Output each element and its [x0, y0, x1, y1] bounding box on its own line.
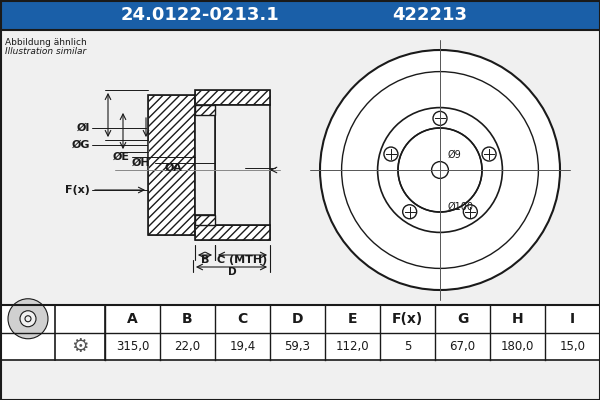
- Text: C (MTH): C (MTH): [217, 255, 267, 265]
- Text: Ø100: Ø100: [448, 202, 474, 212]
- Circle shape: [384, 147, 398, 161]
- Circle shape: [403, 205, 416, 219]
- Circle shape: [398, 128, 482, 212]
- Text: 59,3: 59,3: [284, 340, 311, 353]
- Circle shape: [463, 205, 478, 219]
- Circle shape: [8, 299, 48, 339]
- Text: Abbildung ähnlich: Abbildung ähnlich: [5, 38, 87, 47]
- Bar: [195, 90, 270, 105]
- Text: 24.0122-0213.1: 24.0122-0213.1: [121, 6, 280, 24]
- Text: 15,0: 15,0: [560, 340, 586, 353]
- Circle shape: [341, 72, 538, 268]
- Text: D: D: [228, 267, 237, 277]
- Text: C: C: [238, 312, 248, 326]
- Text: ⚙: ⚙: [71, 337, 89, 356]
- Text: B: B: [182, 312, 193, 326]
- Text: 422213: 422213: [392, 6, 467, 24]
- Text: I: I: [570, 312, 575, 326]
- Circle shape: [431, 162, 448, 178]
- Text: ØI: ØI: [77, 123, 90, 133]
- Circle shape: [20, 311, 36, 327]
- Text: 22,0: 22,0: [175, 340, 200, 353]
- Bar: [195, 105, 215, 115]
- Circle shape: [25, 316, 31, 322]
- Text: Ø9: Ø9: [448, 150, 462, 160]
- Circle shape: [377, 108, 502, 232]
- Bar: [215, 105, 270, 225]
- Text: ØE: ØE: [113, 152, 130, 162]
- Bar: [195, 225, 270, 240]
- Text: ØA: ØA: [165, 163, 183, 173]
- Bar: [148, 95, 195, 235]
- Bar: [195, 115, 215, 215]
- Text: D: D: [292, 312, 303, 326]
- Bar: [195, 215, 215, 225]
- Text: 19,4: 19,4: [229, 340, 256, 353]
- Circle shape: [320, 50, 560, 290]
- Bar: [195, 105, 215, 115]
- Bar: [0, 0, 600, 30]
- Text: ØG: ØG: [71, 140, 90, 150]
- Bar: [148, 95, 195, 235]
- Text: 180,0: 180,0: [501, 340, 534, 353]
- Bar: [0, 305, 600, 360]
- Text: 67,0: 67,0: [449, 340, 476, 353]
- Text: 112,0: 112,0: [335, 340, 370, 353]
- Text: G: G: [457, 312, 468, 326]
- Bar: [195, 225, 270, 240]
- Text: F(x): F(x): [392, 312, 423, 326]
- Text: Illustration similar: Illustration similar: [5, 47, 86, 56]
- Text: 315,0: 315,0: [116, 340, 149, 353]
- Text: B: B: [201, 255, 209, 265]
- Text: ØH: ØH: [131, 158, 150, 168]
- Text: E: E: [348, 312, 357, 326]
- Text: 5: 5: [404, 340, 411, 353]
- Text: A: A: [127, 312, 138, 326]
- Bar: [195, 90, 270, 105]
- Text: F(x): F(x): [65, 185, 90, 195]
- Text: H: H: [512, 312, 523, 326]
- Circle shape: [482, 147, 496, 161]
- Bar: [195, 215, 215, 225]
- Circle shape: [433, 111, 447, 125]
